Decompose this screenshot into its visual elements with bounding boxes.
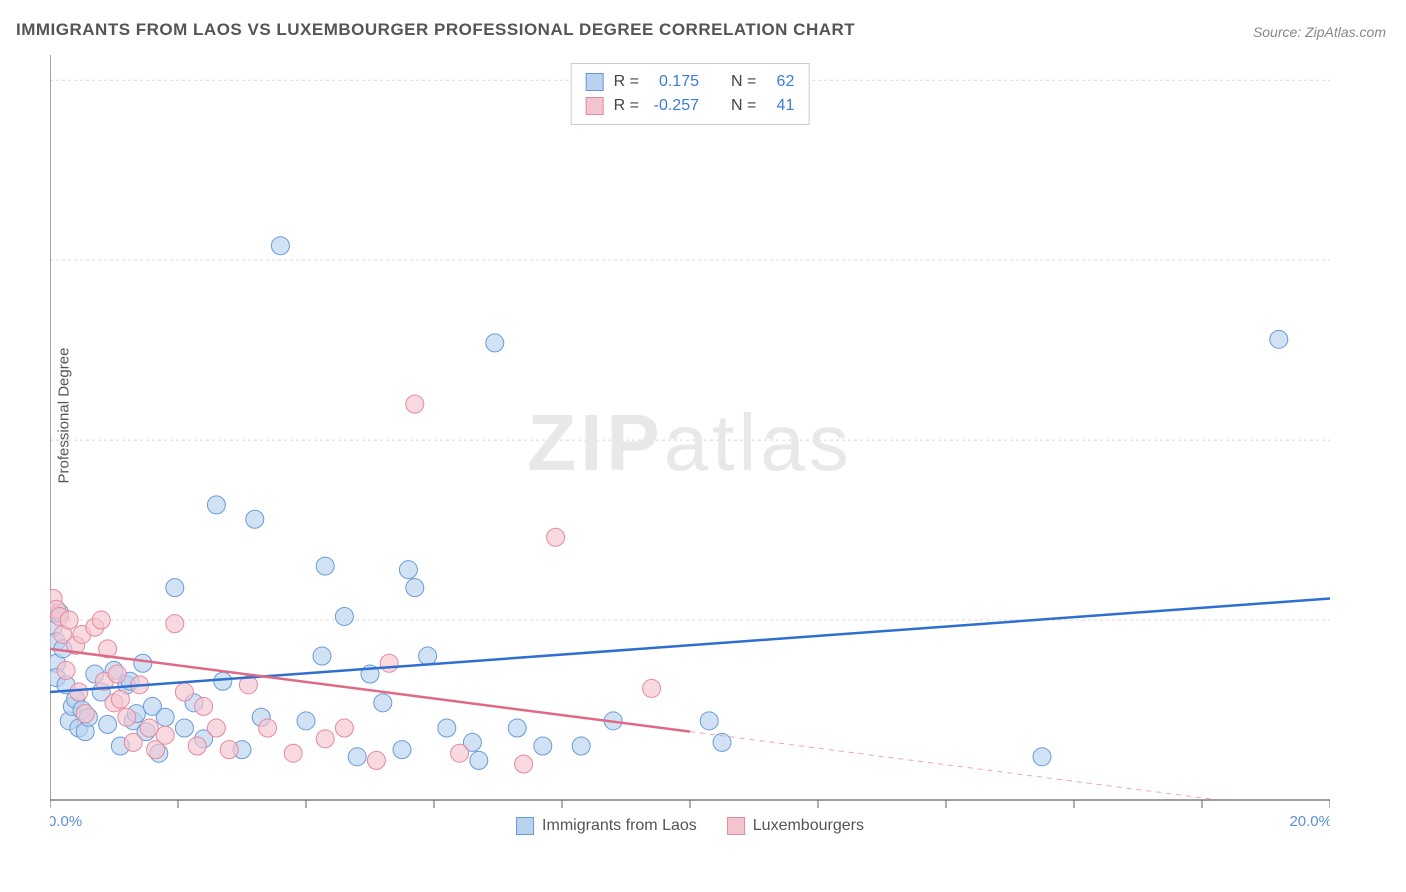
legend-item: Immigrants from Laos (516, 817, 697, 835)
svg-text:0.0%: 0.0% (50, 813, 82, 830)
legend-swatch (727, 817, 745, 835)
legend-swatch (586, 97, 604, 115)
legend-row: R =-0.257N =41 (586, 94, 795, 118)
y-axis-label: Professional Degree (56, 348, 73, 484)
source-label: Source: ZipAtlas.com (1253, 24, 1386, 40)
legend-label: Immigrants from Laos (542, 817, 697, 835)
correlation-legend: R =0.175N =62R =-0.257N =41 (571, 63, 810, 125)
chart-svg: 5.0%10.0%15.0%20.0%0.0%20.0% (50, 55, 1330, 830)
legend-row: R =0.175N =62 (586, 70, 795, 94)
series-legend: Immigrants from Laos Luxembourgers (516, 817, 864, 835)
legend-label: Luxembourgers (753, 817, 864, 835)
scatter-chart: Professional Degree ZIPatlas 5.0%10.0%15… (50, 55, 1330, 830)
legend-item: Luxembourgers (727, 817, 864, 835)
legend-swatch (516, 817, 534, 835)
legend-swatch (586, 73, 604, 91)
chart-title: IMMIGRANTS FROM LAOS VS LUXEMBOURGER PRO… (16, 20, 855, 40)
svg-text:20.0%: 20.0% (1289, 813, 1330, 830)
